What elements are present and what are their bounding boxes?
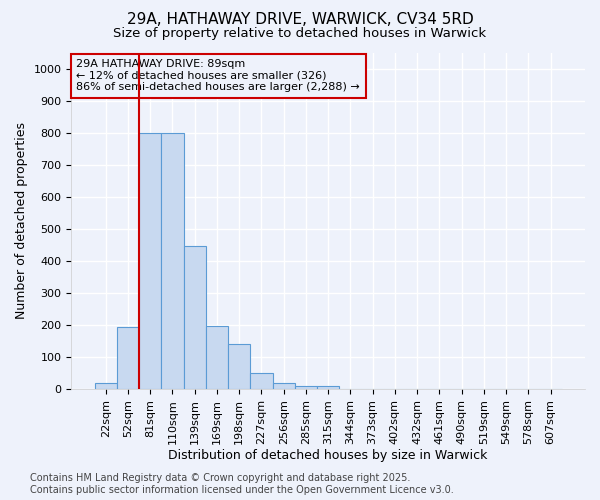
Text: 29A HATHAWAY DRIVE: 89sqm
← 12% of detached houses are smaller (326)
86% of semi: 29A HATHAWAY DRIVE: 89sqm ← 12% of detac… [76,59,360,92]
Bar [250,373,272,389]
Text: Size of property relative to detached houses in Warwick: Size of property relative to detached ho… [113,28,487,40]
Y-axis label: Number of detached properties: Number of detached properties [15,122,28,320]
Bar [139,132,161,389]
Text: 29A, HATHAWAY DRIVE, WARWICK, CV34 5RD: 29A, HATHAWAY DRIVE, WARWICK, CV34 5RD [127,12,473,28]
Bar [228,344,250,389]
Bar [206,326,228,389]
Bar [295,386,317,389]
Bar [184,246,206,389]
Bar [95,384,117,389]
Bar [272,384,295,389]
Text: Contains HM Land Registry data © Crown copyright and database right 2025.
Contai: Contains HM Land Registry data © Crown c… [30,474,454,495]
Bar [117,326,139,389]
Bar [317,386,339,389]
Bar [161,132,184,389]
X-axis label: Distribution of detached houses by size in Warwick: Distribution of detached houses by size … [169,450,488,462]
